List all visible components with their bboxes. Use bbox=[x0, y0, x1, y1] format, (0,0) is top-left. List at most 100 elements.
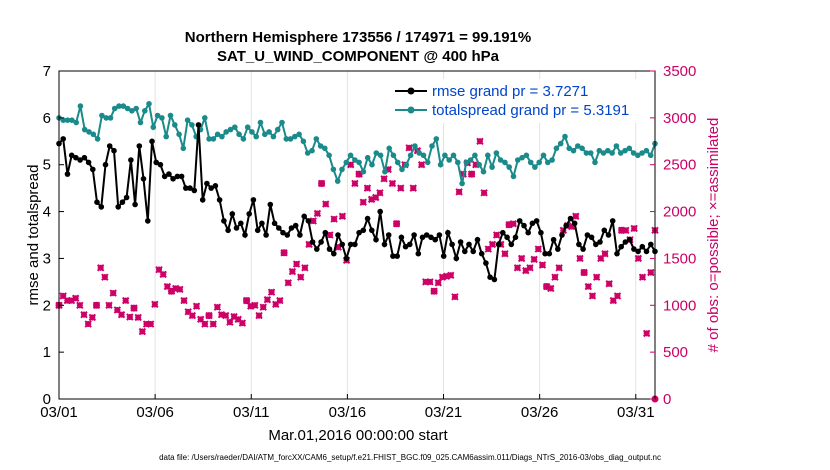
obs-assimilated-point bbox=[242, 296, 251, 305]
rmse-point bbox=[187, 185, 193, 191]
spread-point bbox=[403, 161, 410, 168]
spread-point bbox=[184, 117, 191, 123]
spread-point bbox=[249, 129, 255, 135]
spread-point bbox=[330, 166, 337, 173]
rmse-point bbox=[77, 157, 83, 163]
obs-assimilated-point bbox=[209, 320, 217, 328]
rmse-point bbox=[90, 166, 96, 173]
obs-assimilated-point bbox=[67, 296, 76, 305]
obs-assimilated-point bbox=[488, 240, 497, 249]
spread-point bbox=[617, 150, 624, 156]
rmse-point bbox=[542, 250, 548, 257]
obs-assimilated-point bbox=[163, 282, 172, 291]
spread-point bbox=[476, 161, 483, 168]
spread-point bbox=[416, 150, 423, 156]
obs-assimilated-point bbox=[601, 250, 609, 258]
spread-point bbox=[399, 166, 405, 173]
x-tick-label: 03/11 bbox=[233, 404, 269, 421]
spread-point bbox=[240, 136, 247, 142]
spread-point bbox=[60, 117, 67, 123]
spread-point bbox=[437, 161, 444, 168]
spread-point bbox=[347, 152, 354, 159]
obs-assimilated-point bbox=[505, 220, 513, 229]
obs-assimilated-point bbox=[567, 222, 576, 231]
obs-assimilated-point bbox=[588, 292, 597, 300]
obs-assimilated-point bbox=[642, 329, 651, 338]
legend-rmse-label: rmse grand pr = 3.7271 bbox=[432, 83, 588, 100]
obs-assimilated-point bbox=[288, 267, 297, 276]
spread-point bbox=[322, 145, 328, 152]
obs-assimilated-point bbox=[201, 320, 209, 328]
rmse-point bbox=[322, 229, 329, 236]
rmse-point bbox=[415, 250, 422, 257]
spread-point bbox=[360, 168, 367, 175]
spread-point bbox=[99, 112, 105, 119]
rmse-point bbox=[466, 241, 472, 248]
spread-point bbox=[262, 131, 268, 138]
obs-assimilated-point bbox=[480, 189, 488, 197]
rmse-point bbox=[195, 122, 202, 128]
rmse-point bbox=[216, 197, 223, 203]
spread-point bbox=[334, 178, 341, 184]
spread-point bbox=[163, 133, 169, 140]
spread-point bbox=[116, 103, 122, 109]
spread-point bbox=[64, 117, 71, 123]
spread-point bbox=[523, 152, 530, 159]
obs-possible-point bbox=[468, 170, 476, 178]
rmse-point bbox=[132, 201, 138, 208]
x-tick-label: 03/21 bbox=[425, 404, 463, 421]
obs-assimilated-point bbox=[513, 264, 522, 272]
obs-assimilated-point bbox=[247, 302, 255, 310]
obs-assimilated-point bbox=[251, 301, 259, 309]
spread-point bbox=[643, 147, 650, 154]
rmse-point bbox=[512, 234, 519, 241]
rmse-point bbox=[276, 225, 282, 231]
rmse-point bbox=[271, 220, 278, 227]
obs-assimilated-point bbox=[367, 195, 376, 204]
spread-point bbox=[232, 124, 238, 130]
rmse-point bbox=[111, 147, 117, 154]
obs-assimilated-point bbox=[438, 273, 447, 281]
rmse-point bbox=[436, 232, 443, 238]
obs-assimilated-point bbox=[192, 302, 201, 310]
rmse-point bbox=[352, 241, 358, 248]
obs-assimilated-point bbox=[309, 217, 317, 225]
obs-assimilated-point bbox=[517, 254, 526, 263]
rmse-point bbox=[246, 211, 252, 217]
spread-point bbox=[510, 173, 517, 180]
y-tick-label: 3 bbox=[43, 250, 51, 267]
obs-possible-point bbox=[168, 287, 175, 295]
x-tick-label: 03/26 bbox=[521, 404, 559, 421]
spread-point bbox=[373, 150, 380, 156]
rmse-point bbox=[145, 218, 151, 224]
rmse-point bbox=[529, 220, 536, 227]
obs-assimilated-point bbox=[613, 292, 622, 300]
spread-point bbox=[326, 152, 332, 159]
rmse-point bbox=[521, 222, 527, 229]
rmse-point bbox=[576, 241, 582, 248]
obs-possible-point bbox=[243, 297, 251, 305]
rmse-point bbox=[161, 173, 168, 180]
rmse-point bbox=[157, 161, 164, 168]
rmse-point bbox=[199, 197, 206, 203]
rmse-point bbox=[639, 243, 646, 250]
spread-point bbox=[339, 166, 345, 173]
spread-point bbox=[545, 159, 551, 166]
obs-assimilated-point bbox=[376, 189, 384, 197]
obs-assimilated-point bbox=[142, 320, 151, 328]
obs-assimilated-point bbox=[180, 296, 188, 305]
spread-point bbox=[382, 168, 388, 175]
rmse-point bbox=[204, 180, 210, 187]
obs-assimilated-point bbox=[59, 292, 67, 300]
obs-assimilated-point bbox=[96, 264, 105, 272]
obs-assimilated-point bbox=[422, 278, 430, 286]
obs-assimilated-point bbox=[84, 320, 92, 328]
obs-assimilated-point bbox=[363, 184, 372, 192]
rmse-point bbox=[136, 143, 143, 149]
rmse-point bbox=[360, 227, 367, 234]
rmse-point bbox=[508, 241, 515, 248]
obs-assimilated-point bbox=[434, 279, 442, 287]
y-right-tick-label: 2500 bbox=[663, 157, 696, 174]
spread-point bbox=[553, 145, 560, 152]
rmse-point bbox=[631, 246, 637, 252]
